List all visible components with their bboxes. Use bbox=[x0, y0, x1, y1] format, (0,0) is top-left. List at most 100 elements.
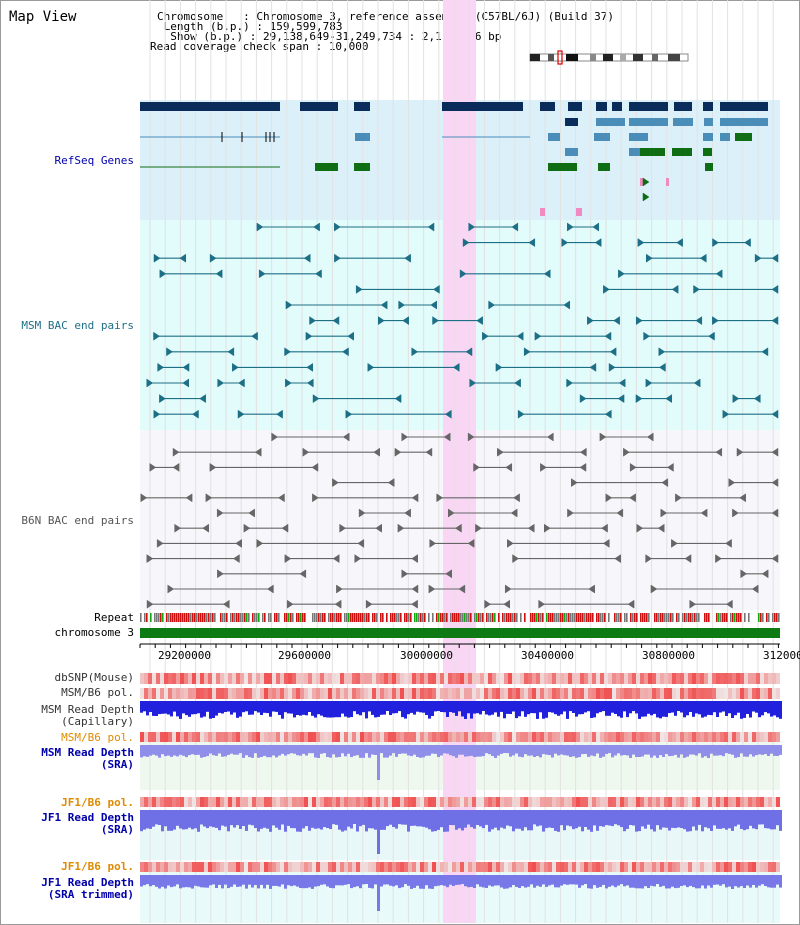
msm-bac-pair-end bbox=[367, 362, 375, 372]
msm-pol-cell bbox=[168, 732, 172, 742]
jf1-trim-depth-bar bbox=[221, 875, 224, 889]
b6n-bac-pair-end bbox=[174, 523, 182, 533]
refseq-gene-features[interactable] bbox=[140, 102, 768, 216]
msm-capillary-depth-bar bbox=[449, 701, 452, 712]
polymorphism-heat-tracks[interactable] bbox=[140, 673, 780, 872]
msm-sra-depth-bar bbox=[542, 745, 545, 755]
msm-pol-cell bbox=[604, 732, 608, 742]
highlight-region[interactable] bbox=[443, 0, 476, 923]
msm-sra-depth-bar bbox=[383, 745, 386, 758]
b6n-bac-pair-end bbox=[373, 447, 380, 457]
b6n-bac-pair-end bbox=[467, 538, 475, 548]
msm-pol-cell bbox=[428, 688, 432, 699]
dbsnp-cell bbox=[732, 673, 736, 684]
msm-sra-depth-bar bbox=[497, 745, 500, 756]
jf1-sra-depth-bar bbox=[263, 810, 266, 828]
b6n-bac-end-pair-features[interactable] bbox=[140, 432, 779, 609]
dbsnp-cell bbox=[628, 673, 632, 684]
msm-pol-cell bbox=[612, 688, 616, 699]
msm-capillary-depth-bar bbox=[254, 701, 257, 712]
msm-sra-depth-bar bbox=[524, 745, 527, 755]
msm-pol-cell bbox=[200, 688, 204, 699]
msm-capillary-depth-bar bbox=[215, 701, 218, 716]
jf1-sra-depth-bar bbox=[314, 810, 317, 829]
msm-bac-pair-end bbox=[394, 394, 402, 404]
msm-sra-depth-bar bbox=[275, 745, 278, 758]
jf1-trim-depth-bar bbox=[668, 875, 671, 889]
msm-capillary-depth-bar bbox=[767, 701, 770, 714]
jf1-pol-cell bbox=[228, 862, 232, 872]
jf1-pol-cell bbox=[308, 797, 312, 807]
jf1-trim-depth-bar bbox=[215, 875, 218, 888]
repeat-element bbox=[338, 613, 340, 622]
msm-sra-depth-bar bbox=[230, 745, 233, 754]
b6n-bac-pair-end bbox=[311, 462, 319, 472]
chromosome-bar[interactable] bbox=[140, 628, 780, 638]
jf1-trim-depth-bar bbox=[749, 875, 752, 888]
dbsnp-cell bbox=[292, 673, 296, 684]
msm-sra-depth-bar bbox=[761, 745, 764, 755]
msm-pol-cell bbox=[296, 688, 300, 699]
msm-capillary-depth-bar bbox=[233, 701, 236, 713]
repeat-element bbox=[318, 613, 320, 622]
jf1-pol-cell bbox=[664, 862, 668, 872]
jf1-trim-depth-bar bbox=[593, 875, 596, 886]
b6n-bac-pair-end bbox=[411, 493, 419, 503]
msm-pol-cell bbox=[704, 688, 708, 699]
jf1-trim-depth-bar bbox=[437, 875, 440, 886]
jf1-sra-depth-bar bbox=[347, 810, 350, 827]
jf1-trim-depth-bar bbox=[644, 875, 647, 887]
coverage-line: Read coverage check span : 10,000 bbox=[150, 41, 369, 52]
jf1-trim-depth-bar bbox=[521, 875, 524, 887]
msm-pol-cell bbox=[440, 688, 444, 699]
jf1-sra-depth-bar bbox=[215, 810, 218, 828]
jf1-trim-depth-bar bbox=[530, 875, 533, 885]
msm-pol-cell bbox=[660, 688, 664, 699]
msm-sra-depth-bar bbox=[371, 745, 374, 755]
jf1-sra-depth-bar bbox=[167, 810, 170, 831]
msm-bac-pair-end bbox=[199, 394, 206, 404]
dbsnp-cell bbox=[188, 673, 192, 684]
repeat-element bbox=[672, 613, 674, 622]
repeat-element bbox=[556, 613, 558, 622]
jf1-pol-cell bbox=[364, 862, 368, 872]
jf1-trim-depth-bar bbox=[236, 875, 239, 887]
jf1-sra-depth-bar bbox=[260, 810, 263, 829]
repeat-element bbox=[506, 613, 508, 622]
jf1-sra-depth-bar bbox=[287, 810, 290, 826]
msm-capillary-depth-bar bbox=[560, 701, 563, 715]
chromosome-ideogram[interactable] bbox=[529, 50, 689, 65]
jf1-pol-cell bbox=[376, 797, 380, 807]
dbsnp-cell bbox=[624, 673, 628, 684]
msm-pol-cell bbox=[380, 688, 384, 699]
jf1-trim-depth-bar bbox=[452, 875, 455, 886]
msm-bac-end-pair-features[interactable] bbox=[146, 222, 779, 419]
repeat-element bbox=[246, 613, 248, 622]
repeat-element bbox=[446, 613, 448, 622]
msm-capillary-depth-bar bbox=[713, 701, 716, 713]
jf1-sra-depth-bar bbox=[515, 810, 518, 829]
gene-exon bbox=[354, 102, 370, 111]
dbsnp-cell bbox=[704, 673, 708, 684]
msm-sra-depth-bar bbox=[677, 745, 680, 758]
dbsnp-cell bbox=[184, 673, 188, 684]
jf1-pol-cell bbox=[380, 862, 384, 872]
jf1-sra-depth-bar bbox=[581, 810, 584, 832]
repeat-element bbox=[458, 613, 460, 622]
msm-capillary-depth-bar bbox=[779, 701, 782, 719]
dbsnp-cell bbox=[440, 673, 444, 684]
repeat-element bbox=[604, 613, 606, 622]
gene-marker bbox=[640, 178, 643, 186]
msm-capillary-depth-bar bbox=[221, 701, 224, 714]
repeat-element bbox=[418, 613, 420, 622]
repeat-element bbox=[436, 613, 438, 622]
jf1-pol-cell bbox=[276, 862, 280, 872]
msm-pol-cell bbox=[772, 688, 776, 699]
repeat-track[interactable] bbox=[140, 613, 780, 622]
msm-capillary-depth-bar bbox=[344, 701, 347, 717]
dbsnp-cell bbox=[532, 673, 536, 684]
jf1-pol-cell bbox=[516, 862, 520, 872]
read-depth-tracks[interactable] bbox=[140, 701, 782, 911]
msm-bac-pair-end bbox=[182, 362, 190, 372]
